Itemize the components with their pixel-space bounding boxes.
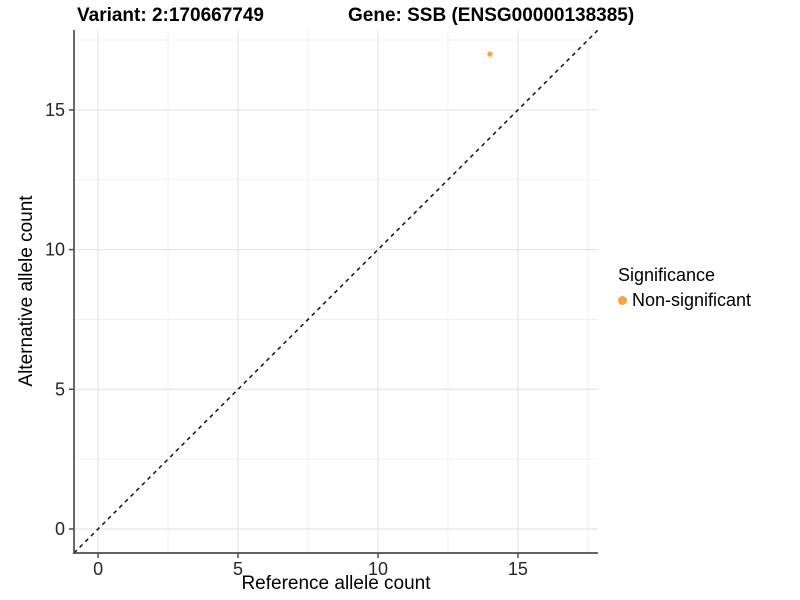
x-tick-label: 0 — [93, 559, 103, 579]
y-tick-label: 5 — [55, 379, 65, 399]
legend-point-icon — [618, 296, 627, 305]
x-axis-title: Reference allele count — [241, 573, 431, 594]
identity-dashed-line — [74, 30, 598, 553]
legend-entry: Non-significant — [618, 290, 751, 311]
legend: Significance Non-significant — [618, 265, 751, 311]
data-point — [487, 51, 493, 57]
y-tick-label: 15 — [45, 100, 65, 120]
x-tick-label: 5 — [233, 559, 243, 579]
y-tick-label: 10 — [45, 240, 65, 260]
legend-title: Significance — [618, 265, 716, 285]
legend-entry-label: Non-significant — [632, 290, 752, 310]
x-tick-label: 15 — [508, 559, 528, 579]
y-axis-title: Alternative allele count — [16, 195, 37, 387]
plot-title-variant: Variant: 2:170667749 — [77, 5, 264, 26]
plot-title-gene: Gene: SSB (ENSG00000138385) — [348, 5, 635, 26]
y-tick-label: 0 — [55, 519, 65, 539]
x-tick-label: 10 — [368, 559, 388, 579]
